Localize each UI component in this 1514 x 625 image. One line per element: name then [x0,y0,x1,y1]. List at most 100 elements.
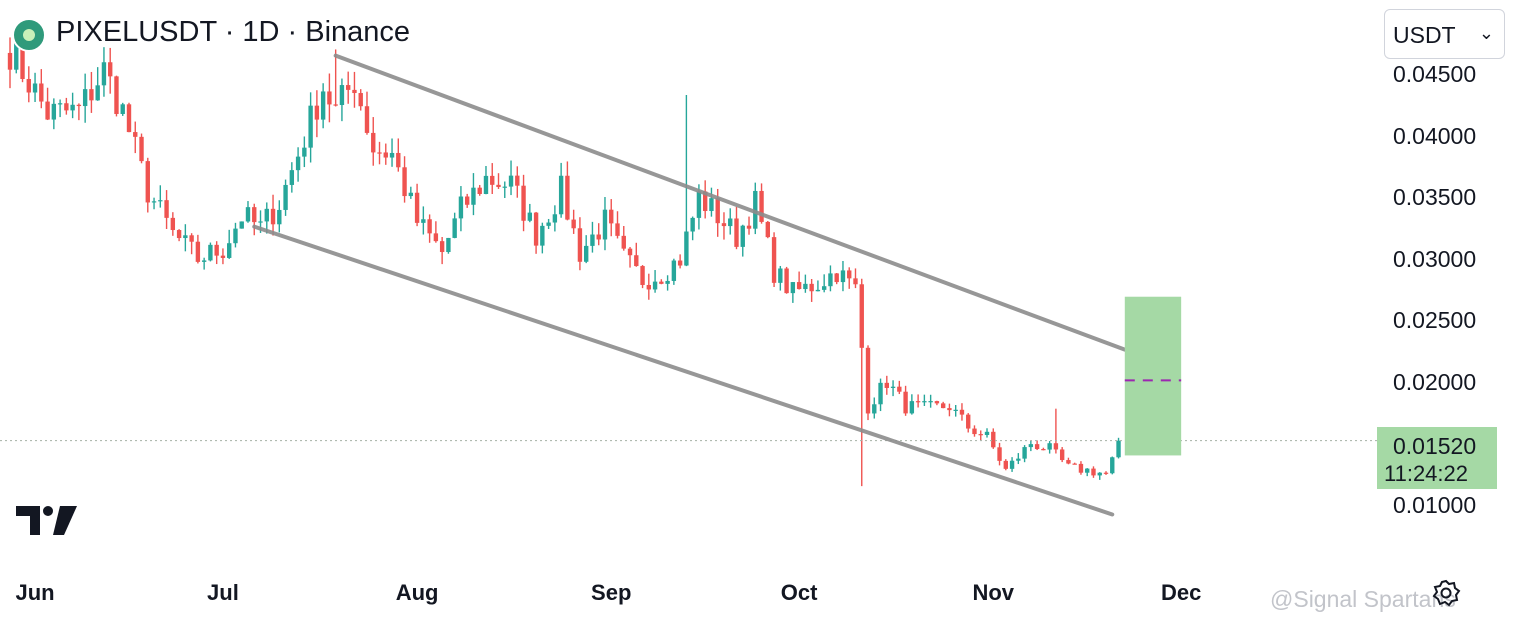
candle-body [496,184,501,187]
candle-body [427,219,432,234]
candle-body [170,217,176,231]
candle-body [214,244,219,256]
candle-body [702,191,708,212]
candle-body [7,52,13,70]
candle-body [940,403,946,409]
candle-body [1059,449,1065,461]
candle-body [252,207,257,223]
candle-body [402,167,407,197]
candle-body [32,83,38,93]
candle-body [339,85,345,106]
candle-body [903,391,908,414]
candle-body [358,93,363,107]
candle-body [1041,449,1046,451]
candle-body [201,260,207,262]
candle-body [108,62,113,77]
candle-body [515,175,520,186]
candle-body [396,152,401,168]
candle-body [552,214,558,223]
candle-body [1085,468,1090,473]
candle-body [320,91,326,120]
candle-body [1103,472,1109,474]
candle-body [1034,444,1040,450]
candle-body [934,401,940,404]
x-tick-label: Oct [780,580,818,605]
candle-body [728,218,733,227]
candles-layer [7,33,1121,487]
candle-body [1009,460,1015,469]
candle-body [490,175,495,185]
candle-body [640,266,645,285]
candle-body [859,284,864,348]
candle-body [1022,447,1027,459]
candle-body [220,255,226,258]
candle-body [1028,444,1034,448]
candle-body [583,245,589,262]
candle-body [765,221,771,238]
candle-body [540,225,545,246]
tradingview-logo-icon[interactable] [16,506,78,538]
candle-body [39,83,44,102]
candle-body [615,223,620,236]
candle-body [621,235,626,249]
candle-body [677,260,683,266]
x-tick-label: Aug [395,580,439,605]
candle-body [834,273,839,283]
candle-body [408,192,414,197]
candle-body [1110,457,1115,474]
candle-body [120,104,125,114]
candle-body [302,147,307,157]
candle-body [439,241,445,253]
candle-body [947,408,952,411]
candle-body [289,170,295,185]
currency-label: USDT [1393,22,1456,48]
x-tick-label: Jul [207,580,239,605]
candle-body [76,104,82,107]
candle-body [928,401,933,403]
candle-body [746,225,752,229]
candle-body [577,228,583,262]
candle-body [70,104,75,111]
x-tick-label: Nov [972,580,1015,605]
candle-body [57,103,63,105]
candle-body [133,132,138,137]
candle-body [208,244,213,261]
candle-body [991,431,996,448]
candle-body [421,219,426,223]
y-tick-label: 0.04500 [1393,61,1477,88]
last-price-label: 0.01520 11:24:22 [1377,427,1497,489]
candle-body [458,196,464,219]
candle-body [959,409,965,415]
candle-body [1053,443,1059,450]
candle-body [590,234,595,246]
candle-body [909,401,915,414]
candle-body [652,281,658,290]
candle-body [1072,463,1077,465]
candle-body [283,184,288,210]
candle-body [145,161,150,203]
candle-body [709,198,714,212]
candle-body [464,196,470,205]
gear-icon[interactable] [1431,578,1461,608]
candle-body [634,255,639,267]
candle-body [978,434,983,436]
y-tick-label: 0.01000 [1393,491,1477,518]
currency-select[interactable]: USDT ⌄ [1384,9,1505,59]
candle-body [734,218,739,247]
candle-body [872,404,877,414]
candle-body [377,152,382,154]
candle-body [277,209,282,225]
candle-body [884,382,889,388]
candle-body [1091,468,1096,476]
candle-body [815,289,821,292]
candle-body [646,284,652,290]
candle-body [26,78,31,93]
candle-body [233,228,238,244]
candle-body [740,225,745,247]
candle-body [915,401,921,403]
candle-body [1003,460,1008,469]
candle-body [183,235,188,239]
candle-body [609,209,614,224]
candle-body [114,76,119,114]
